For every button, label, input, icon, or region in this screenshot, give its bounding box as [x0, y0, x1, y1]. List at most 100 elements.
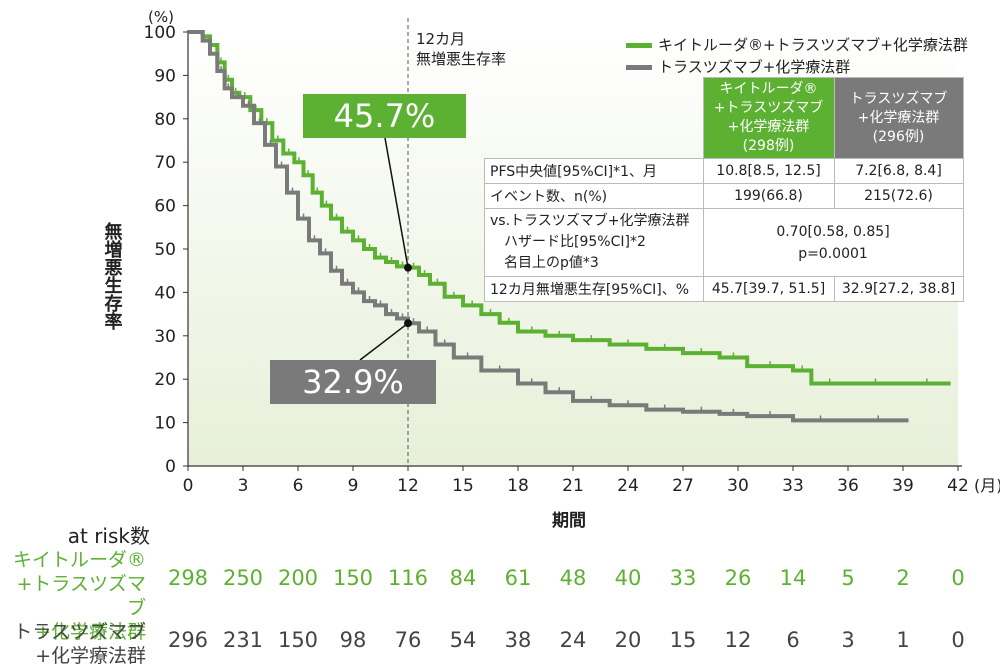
- y-tick-label: 10: [154, 414, 176, 434]
- at-risk-value: 40: [614, 566, 642, 590]
- row-label-line: vs.トラスツズマブ+化学療法群: [490, 213, 690, 229]
- at-risk-value: 38: [504, 628, 532, 652]
- km-curve-gray: [188, 30, 909, 423]
- at-risk-value: 26: [724, 566, 752, 590]
- row-label-line: ハザード比[95%CI]*2: [504, 234, 646, 250]
- at-risk-value: 98: [339, 628, 367, 652]
- x-tick-label: 3: [238, 476, 249, 496]
- x-tick-label: 9: [348, 476, 359, 496]
- at-risk-value: 0: [951, 628, 965, 652]
- cell-gray: 215(72.6): [833, 183, 964, 209]
- x-tick-label: 6: [293, 476, 304, 496]
- month12-label: 12カ月: [416, 30, 465, 48]
- head-gray-line: トラスツズマブ: [849, 90, 948, 107]
- x-tick-label: 0: [183, 476, 194, 496]
- km-curve-green: [188, 30, 951, 386]
- at-risk-value: 15: [669, 628, 697, 652]
- head-green-line: +化学療法群: [727, 119, 810, 135]
- table-head-gray: トラスツズマブ +化学療法群 (296例): [833, 77, 964, 159]
- y-unit: (%): [148, 8, 174, 26]
- month12-label: 無増悪生存率: [416, 50, 506, 68]
- table-row: 12カ月無増悪生存[95%CI]、% 45.7[39.7, 51.5] 32.9…: [484, 276, 964, 302]
- y-tick-label: 80: [154, 110, 176, 130]
- point-gray-12m: [404, 319, 412, 328]
- at-risk-label-line: +化学療法群: [35, 645, 146, 667]
- cell-merged: 0.70[0.58, 0.85] p=0.0001: [702, 208, 964, 277]
- x-tick-label: 21: [562, 476, 584, 496]
- legend-swatch-green: [626, 43, 652, 48]
- head-green-line: (298例): [742, 138, 795, 154]
- y-tick-label: 40: [154, 283, 176, 303]
- at-risk-value: 48: [559, 566, 587, 590]
- y-tick-label: 50: [154, 240, 176, 260]
- at-risk-value: 150: [277, 628, 319, 652]
- cell-green: 199(66.8): [702, 183, 835, 209]
- x-tick-label: 36: [837, 476, 859, 496]
- x-tick-label: 27: [672, 476, 694, 496]
- row-label-line: 名目上のp値*3: [504, 255, 599, 271]
- at-risk-value: 0: [951, 566, 965, 590]
- legend-item-gray: トラスツズマブ+化学療法群: [626, 56, 850, 77]
- at-risk-value: 3: [841, 628, 855, 652]
- at-risk-value: 84: [449, 566, 477, 590]
- at-risk-value: 12: [724, 628, 752, 652]
- y-tick-label: 70: [154, 153, 176, 173]
- x-tick-label: 30: [727, 476, 749, 496]
- at-risk-value: 24: [559, 628, 587, 652]
- x-tick-label: 18: [507, 476, 529, 496]
- table-row: イベント数、n(%) 199(66.8) 215(72.6): [484, 183, 964, 209]
- cell-gray: 32.9[27.2, 38.8]: [833, 276, 964, 302]
- table-row: vs.トラスツズマブ+化学療法群 ハザード比[95%CI]*2 名目上のp値*3…: [484, 208, 964, 277]
- at-risk-value: 231: [222, 628, 264, 652]
- x-tick-label: 15: [452, 476, 474, 496]
- y-tick-label: 30: [154, 327, 176, 347]
- at-risk-label-line: キイトルーダ®: [12, 549, 146, 571]
- head-gray-line: (296例): [872, 128, 925, 145]
- at-risk-title: at risk数: [67, 524, 150, 548]
- results-table: キイトルーダ® +トラスツズマブ +化学療法群 (298例) トラスツズマブ +…: [484, 77, 964, 302]
- y-axis-label: 無増悪生存率: [102, 221, 123, 331]
- at-risk-value: 76: [394, 628, 422, 652]
- at-risk-value: 54: [449, 628, 477, 652]
- curves: [188, 30, 951, 423]
- at-risk-label-line: +化学療法群: [35, 621, 146, 643]
- y-tick-label: 90: [154, 66, 176, 86]
- cell-gray: 7.2[6.8, 8.4]: [833, 158, 964, 184]
- at-risk-label-line: +トラスツズマブ: [16, 573, 146, 619]
- at-risk-label-green: キイトルーダ® +トラスツズマブ +化学療法群: [0, 548, 146, 644]
- x-tick-label: 39: [892, 476, 914, 496]
- head-green-line: +トラスツズマブ: [713, 100, 824, 116]
- at-risk-value: 2: [896, 566, 910, 590]
- callout-green: 45.7%: [303, 94, 466, 138]
- x-tick-label: 24: [617, 476, 639, 496]
- at-risk-value: 298: [167, 566, 209, 590]
- table-row: PFS中央値[95%CI]*1、月 10.8[8.5, 12.5] 7.2[6.…: [484, 158, 964, 184]
- head-green-line: キイトルーダ®: [719, 81, 818, 97]
- y-tick-label: 100: [144, 23, 176, 43]
- at-risk-value: 1: [896, 628, 910, 652]
- at-risk-value: 250: [222, 566, 264, 590]
- x-unit: (月): [974, 476, 1000, 495]
- y-tick-label: 20: [154, 370, 176, 390]
- row-label: イベント数、n(%): [484, 183, 704, 209]
- y-tick-label: 0: [165, 457, 176, 477]
- leader-line-green: [384, 137, 409, 268]
- row-label: PFS中央値[95%CI]*1、月: [484, 158, 704, 184]
- x-tick-label: 42: [947, 476, 969, 496]
- at-risk-row-green: 298 250 200 150 116 84 61 48 40 33 26 14 5 2 0: [0, 566, 1000, 596]
- legend-item-green: キイトルーダ®+トラスツズマブ+化学療法群: [626, 34, 968, 55]
- legend-label-green: キイトルーダ®+トラスツズマブ+化学療法群: [658, 36, 968, 54]
- legend-label-gray: トラスツズマブ+化学療法群: [658, 58, 851, 76]
- head-gray-line: +化学療法群: [857, 109, 940, 126]
- at-risk-value: 5: [841, 566, 855, 590]
- at-risk-value: 20: [614, 628, 642, 652]
- at-risk-value: 14: [779, 566, 807, 590]
- table-corner: [485, 78, 704, 159]
- point-green-12m: [404, 263, 412, 272]
- at-risk-value: 6: [786, 628, 800, 652]
- leader-line-gray: [359, 322, 409, 361]
- p-value: p=0.0001: [798, 245, 868, 262]
- x-tick-label: 12: [397, 476, 419, 496]
- cell-green: 45.7[39.7, 51.5]: [702, 276, 835, 302]
